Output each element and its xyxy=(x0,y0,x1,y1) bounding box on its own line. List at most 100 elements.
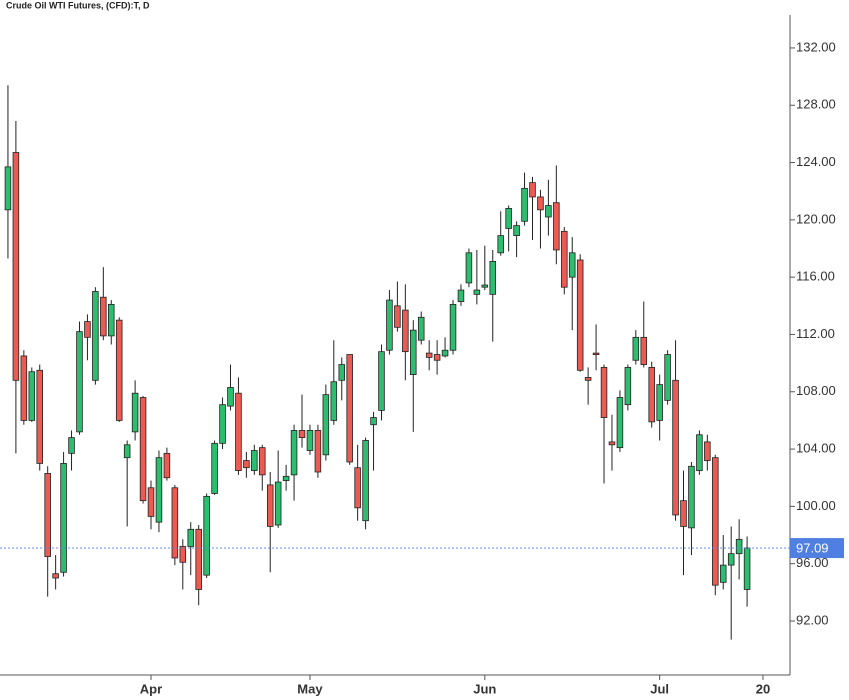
x-tick-label: Jun xyxy=(473,681,496,696)
candle-body xyxy=(290,430,298,476)
y-tick-label: 92.00 xyxy=(796,612,829,627)
candle-body xyxy=(52,573,59,579)
candle-body xyxy=(417,316,425,341)
candle-body xyxy=(171,487,179,559)
candle-body xyxy=(195,528,202,590)
candle-body xyxy=(28,371,36,421)
candle-body xyxy=(147,487,155,517)
candle-body xyxy=(20,355,28,421)
candle-body xyxy=(354,467,361,509)
candle-body xyxy=(243,460,250,469)
candle-body xyxy=(648,367,655,423)
candle-body xyxy=(92,291,99,381)
candle-body xyxy=(108,303,115,337)
candle-body xyxy=(163,452,171,479)
candle-body xyxy=(743,547,751,590)
candle-body xyxy=(521,187,528,222)
candle-body xyxy=(473,289,481,295)
candle-body xyxy=(44,473,51,557)
candle-body xyxy=(735,538,743,555)
candle-body xyxy=(529,182,536,198)
y-tick-label: 112.00 xyxy=(796,326,835,341)
candle-body xyxy=(704,441,711,461)
candle-body xyxy=(545,205,552,218)
candle-body xyxy=(123,444,131,459)
candle-body xyxy=(60,463,67,573)
candle-body xyxy=(306,430,314,451)
candle-body xyxy=(211,442,218,494)
candle-body xyxy=(251,450,258,471)
candle-body xyxy=(115,319,123,421)
candle-body xyxy=(449,303,457,351)
candle-body xyxy=(624,367,632,406)
candle-body xyxy=(568,252,576,278)
candle-body xyxy=(386,299,393,351)
x-tick-label: 20 xyxy=(756,681,770,696)
candle-body xyxy=(362,440,369,522)
candle-body xyxy=(227,387,234,407)
candle-body xyxy=(489,261,497,295)
candle-body xyxy=(131,392,139,433)
candle-body xyxy=(259,447,266,476)
last-price-label: 97.09 xyxy=(796,541,829,556)
y-tick-label: 108.00 xyxy=(796,383,836,398)
candle-body xyxy=(608,441,616,446)
candle-body xyxy=(314,430,322,473)
candle-body xyxy=(139,397,147,502)
candle-body xyxy=(84,321,91,338)
last-price-box xyxy=(790,538,844,559)
candle-body xyxy=(68,437,75,454)
candle-body xyxy=(12,152,20,381)
candle-body xyxy=(394,305,401,328)
x-tick-label: Jul xyxy=(650,681,669,696)
candle-body xyxy=(497,235,504,254)
candle-body xyxy=(632,336,640,361)
candle-body xyxy=(513,225,520,237)
candle-body xyxy=(553,202,560,251)
candle-body xyxy=(274,481,282,526)
candle-body xyxy=(640,336,648,365)
y-tick-label: 96.00 xyxy=(796,555,829,570)
candle-body xyxy=(100,296,107,337)
candle-body xyxy=(425,352,433,358)
candle-body xyxy=(203,495,210,576)
candle-body xyxy=(712,457,719,586)
y-tick-label: 104.00 xyxy=(796,441,836,456)
y-tick-label: 132.00 xyxy=(796,39,836,54)
candle-body xyxy=(378,351,385,411)
y-tick-label: 120.00 xyxy=(796,211,836,226)
candle-body xyxy=(4,166,12,211)
candle-body xyxy=(346,354,353,463)
y-tick-label: 116.00 xyxy=(796,269,835,284)
candle-body xyxy=(505,208,512,229)
chart-title: Crude Oil WTI Futures, (CFD):T, D xyxy=(6,0,150,10)
candle-body xyxy=(696,434,703,471)
candle-body xyxy=(76,331,83,433)
candle-body xyxy=(338,364,346,381)
candle-body xyxy=(465,252,473,284)
candle-body xyxy=(298,430,306,439)
y-tick-label: 124.00 xyxy=(796,154,836,169)
candle-body xyxy=(537,196,544,211)
candle-body xyxy=(688,465,695,529)
candle-body xyxy=(441,349,449,357)
candle-body xyxy=(457,289,465,302)
candle-body xyxy=(282,475,290,481)
x-tick-label: Apr xyxy=(140,681,162,696)
candle-body xyxy=(576,259,584,371)
candle-body xyxy=(600,367,608,418)
candle-body xyxy=(330,381,338,421)
candle-body xyxy=(187,528,195,547)
candle-body xyxy=(219,404,226,444)
candle-body xyxy=(179,546,187,563)
candle-body xyxy=(266,484,274,527)
candle-body xyxy=(719,564,727,583)
candle-body xyxy=(680,500,687,527)
candle-body xyxy=(561,230,568,288)
candle-body xyxy=(322,394,330,456)
candle-body xyxy=(616,397,624,449)
candle-body xyxy=(592,352,600,355)
y-tick-label: 100.00 xyxy=(796,498,836,513)
x-tick-label: May xyxy=(297,681,323,696)
